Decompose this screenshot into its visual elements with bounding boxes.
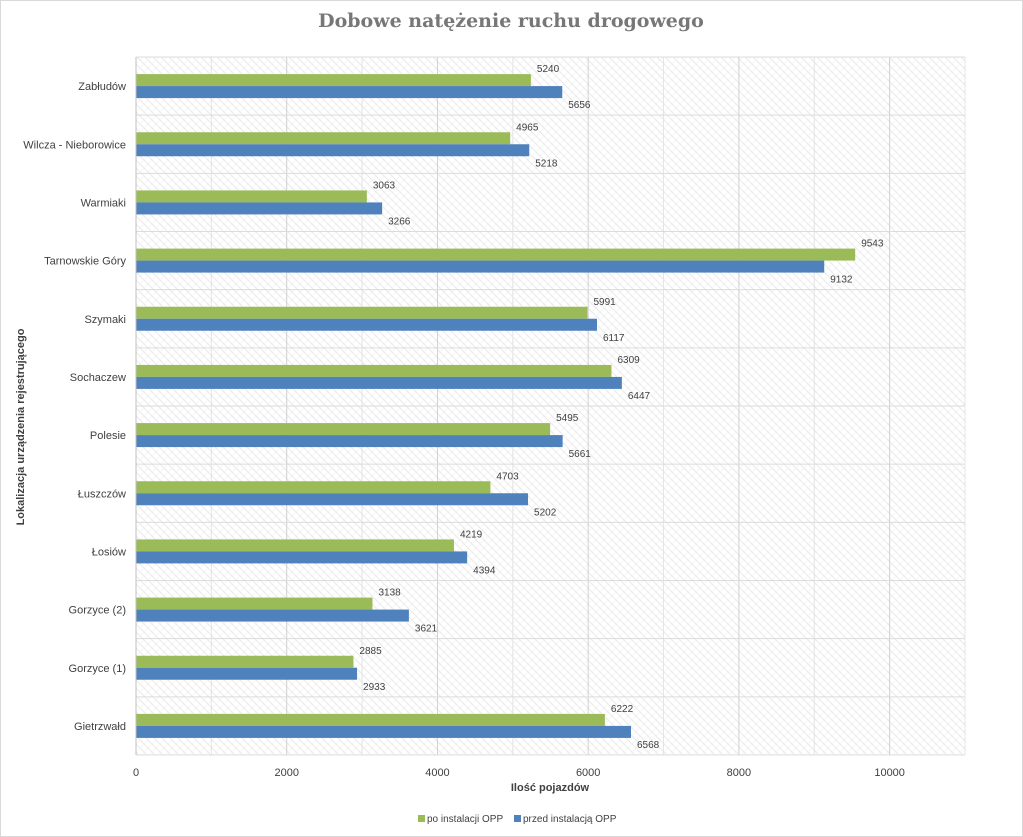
x-tick-label: 10000: [874, 767, 905, 779]
bar-przed-instalacja: [136, 376, 622, 389]
x-tick-label: 2000: [274, 767, 298, 779]
category-label: Gietrzwałd: [74, 721, 126, 733]
bar-przed-instalacja: [136, 667, 358, 680]
legend: po instalacji OPP przed instalacją OPP: [418, 814, 617, 825]
bar-po-instalacji: [136, 74, 531, 87]
data-label: 5495: [556, 413, 579, 424]
bar-po-instalacji: [136, 190, 367, 203]
data-label: 3138: [378, 588, 401, 599]
data-label: 6309: [617, 355, 640, 366]
data-label: 4965: [516, 122, 539, 133]
bar-przed-instalacja: [136, 609, 409, 622]
category-label: Polesie: [90, 430, 126, 442]
bar-przed-instalacja: [136, 86, 563, 99]
data-label: 6222: [611, 704, 634, 715]
category-label: Łosiów: [92, 546, 126, 558]
data-label: 2885: [359, 646, 382, 657]
x-tick-label: 6000: [576, 767, 600, 779]
data-label: 4703: [496, 471, 519, 482]
legend-swatch-przed: [514, 815, 521, 822]
x-tick-label: 4000: [425, 767, 449, 779]
category-label: Sochaczew: [70, 372, 126, 384]
data-label: 5991: [594, 297, 617, 308]
data-label: 5240: [537, 64, 560, 75]
data-label: 9543: [861, 239, 884, 250]
legend-label-po: po instalacji OPP: [427, 814, 503, 825]
bar-po-instalacji: [136, 423, 551, 436]
data-label: 3266: [388, 216, 411, 227]
bar-po-instalacji: [136, 481, 491, 494]
bar-po-instalacji: [136, 248, 856, 261]
category-label: Zabłudów: [78, 81, 126, 93]
bar-po-instalacji: [136, 539, 454, 552]
category-label: Łuszczów: [78, 488, 126, 500]
bar-przed-instalacja: [136, 435, 563, 448]
data-label: 6447: [628, 391, 651, 402]
data-label: 6568: [637, 740, 660, 751]
data-label: 3621: [415, 624, 438, 635]
bar-przed-instalacja: [136, 318, 597, 331]
bar-przed-instalacja: [136, 551, 468, 564]
data-label: 5656: [568, 100, 591, 111]
data-label: 5202: [534, 507, 557, 518]
bar-po-instalacji: [136, 364, 612, 377]
data-label: 4219: [460, 529, 483, 540]
bar-po-instalacji: [136, 132, 511, 145]
data-label: 4394: [473, 565, 496, 576]
bar-po-instalacji: [136, 597, 373, 610]
x-tick-label: 0: [133, 767, 139, 779]
category-label: Szymaki: [84, 314, 126, 326]
bar-przed-instalacja: [136, 144, 530, 157]
legend-swatch-po: [418, 815, 425, 822]
category-label: Gorzyce (2): [69, 605, 126, 617]
bar-przed-instalacja: [136, 202, 383, 215]
axes: 0 2000 4000 6000 8000 10000 Zabłudów Wilcza - N…: [23, 57, 905, 779]
data-label: 5218: [535, 158, 558, 169]
bar-po-instalacji: [136, 306, 588, 319]
legend-label-przed: przed instalacją OPP: [523, 814, 617, 825]
x-tick-label: 8000: [727, 767, 751, 779]
bar-po-instalacji: [136, 713, 605, 726]
category-label: Wilcza - Nieborowice: [23, 139, 126, 151]
bar-przed-instalacja: [136, 725, 631, 738]
x-axis-title: Ilość pojazdów: [511, 782, 590, 794]
bar-przed-instalacja: [136, 493, 529, 506]
bar-przed-instalacja: [136, 260, 825, 273]
data-label: 3063: [373, 180, 396, 191]
data-labels: 5240 5656 4965 5218 3063 3266 9543 9132 5991 6117…: [359, 64, 883, 751]
category-label: Gorzyce (1): [69, 663, 126, 675]
data-label: 9132: [830, 275, 853, 286]
y-axis-title: Lokalizacja urządzenia rejestrującego: [15, 328, 27, 525]
bar-po-instalacji: [136, 655, 354, 668]
data-label: 6117: [603, 333, 625, 344]
bars: [136, 74, 856, 738]
chart-title: Dobowe natężenie ruchu drogowego: [318, 10, 704, 32]
data-label: 2933: [363, 682, 386, 693]
data-label: 5661: [569, 449, 592, 460]
gridlines: [135, 56, 966, 756]
category-label: Tarnowskie Góry: [44, 256, 126, 268]
category-label: Warmiaki: [81, 197, 126, 209]
